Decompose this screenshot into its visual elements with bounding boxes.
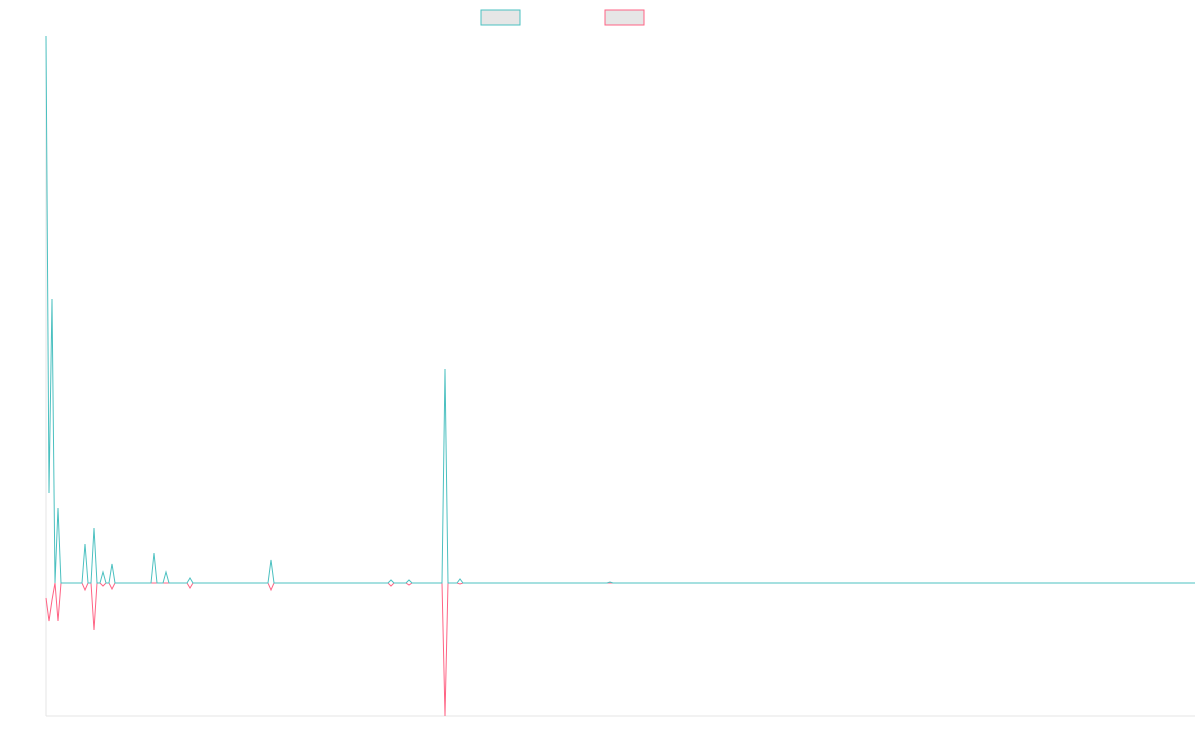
series-line — [45, 582, 1195, 717]
legend-swatch[interactable] — [480, 9, 521, 26]
legend-swatch[interactable] — [604, 9, 645, 26]
series-line — [45, 35, 1195, 584]
